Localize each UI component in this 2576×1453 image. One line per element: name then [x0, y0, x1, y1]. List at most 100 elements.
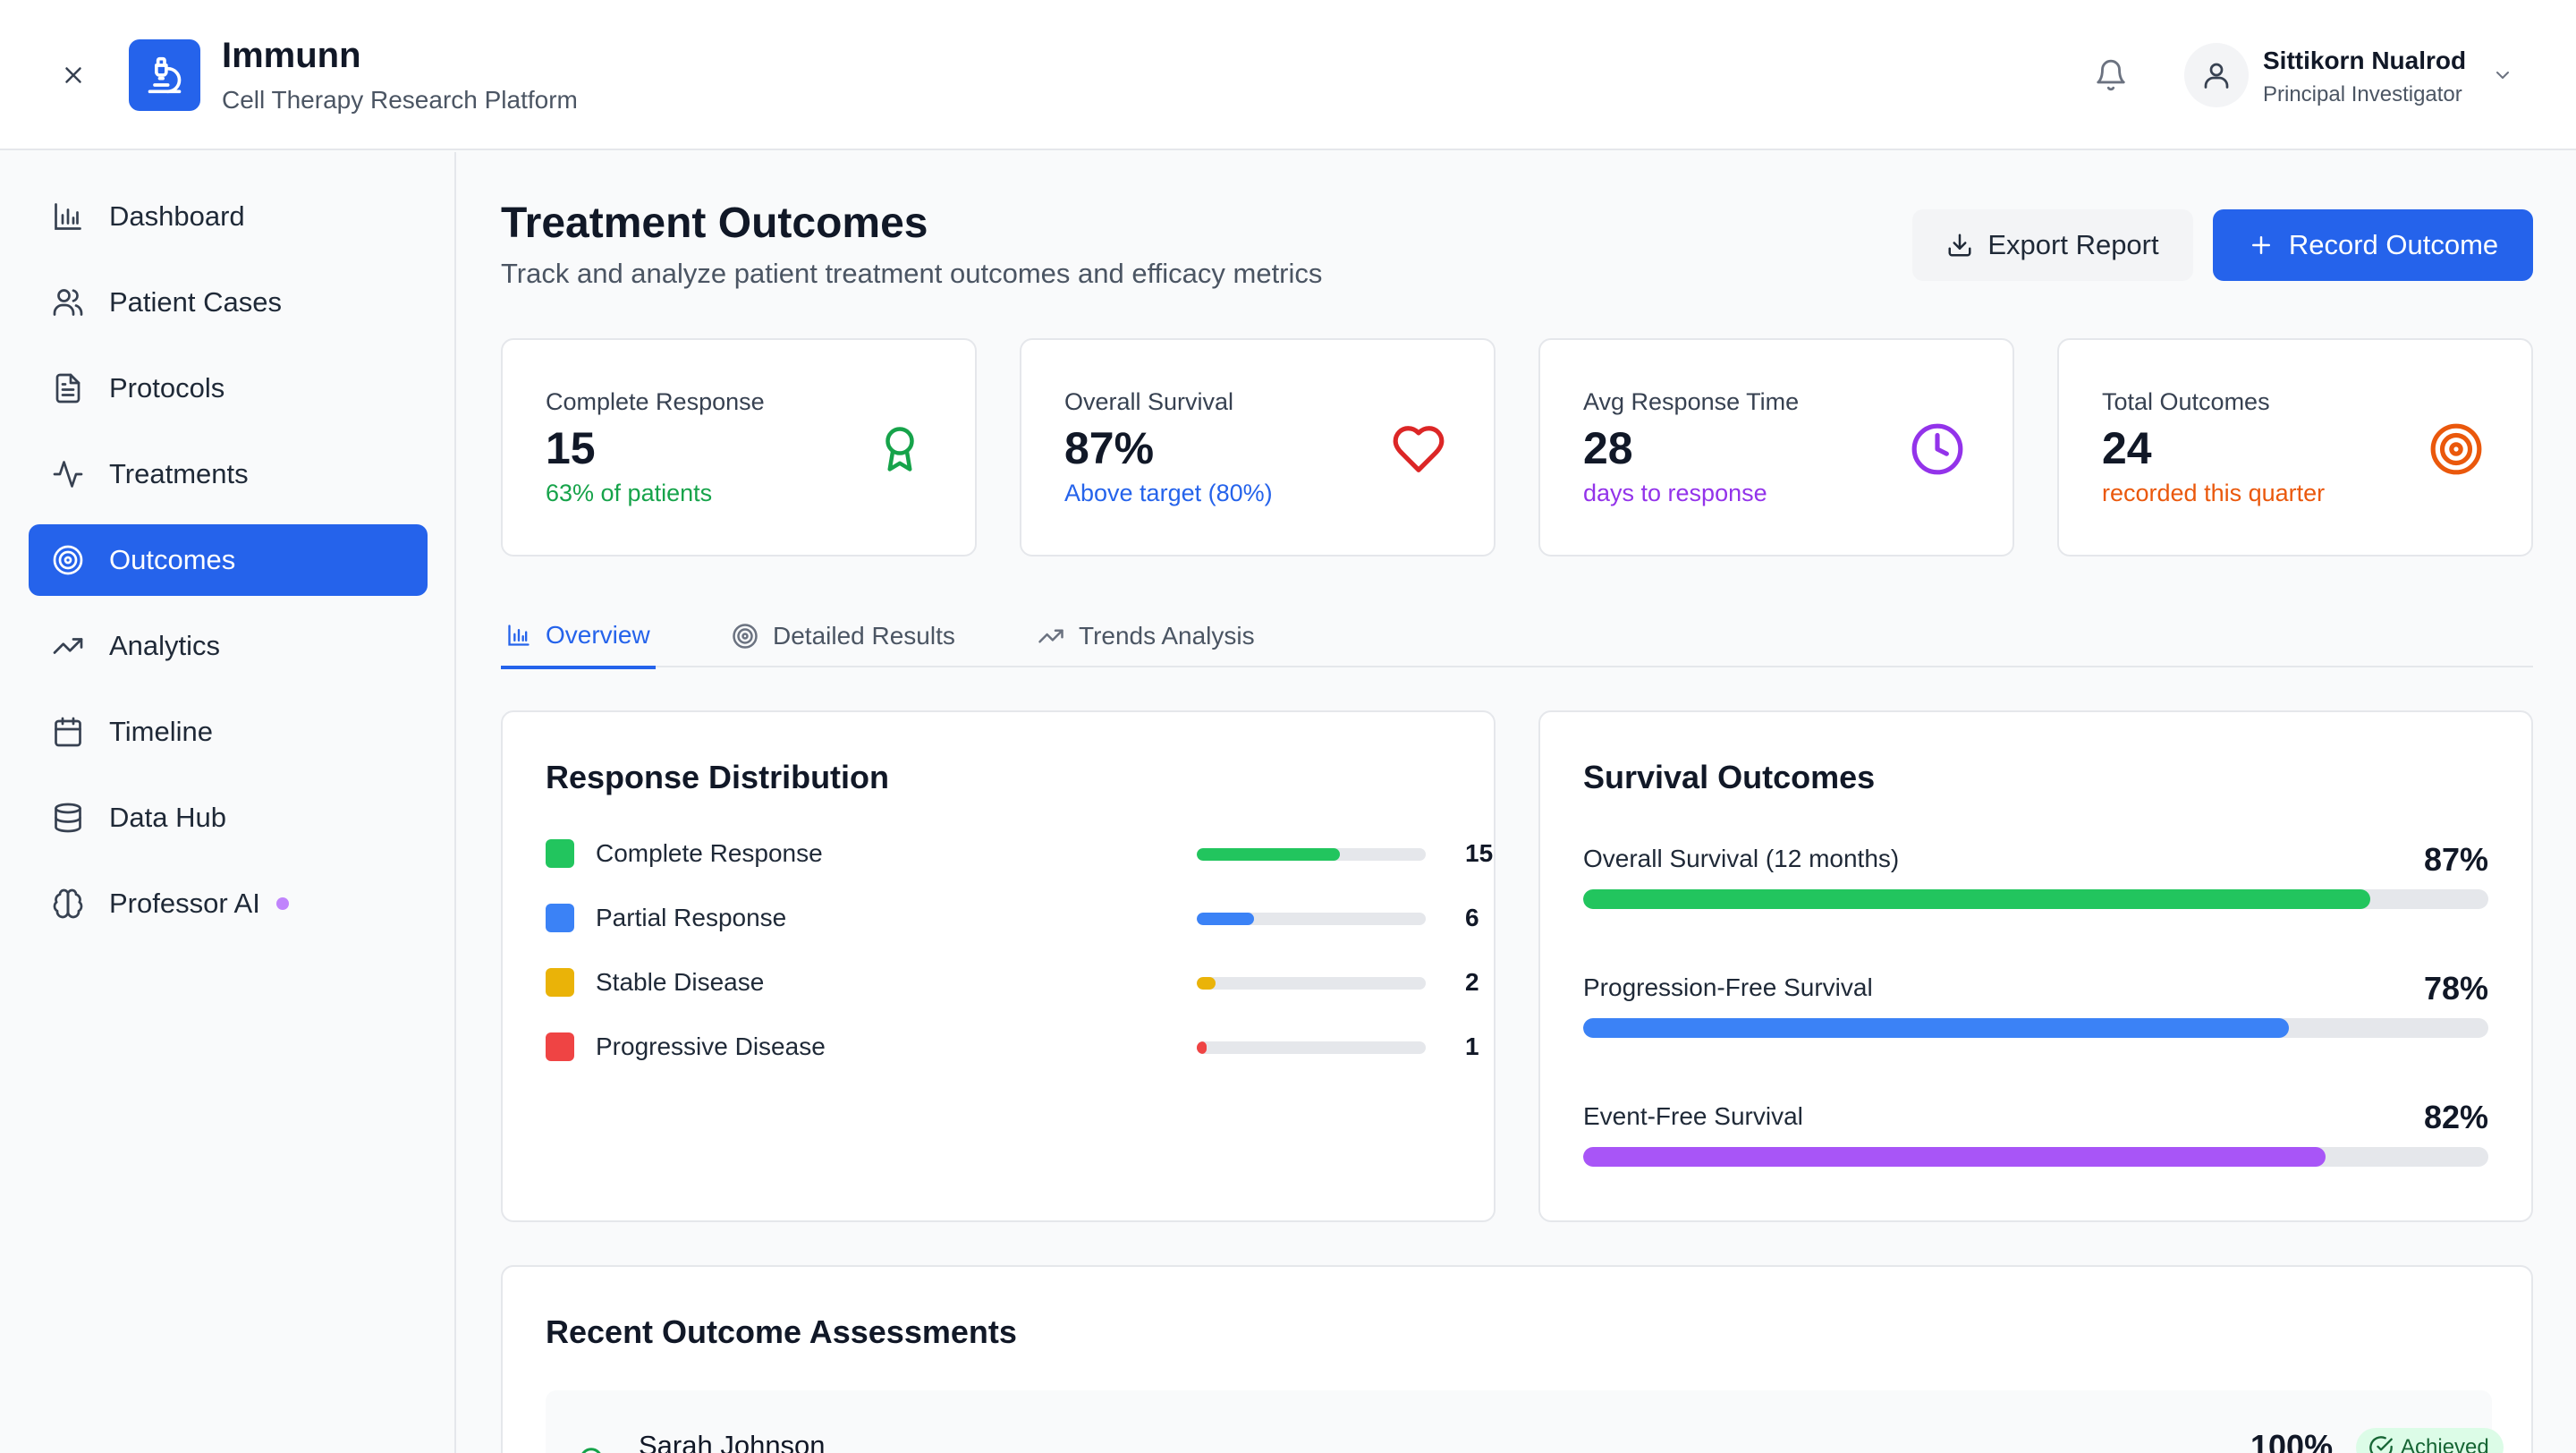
check-circle-icon: [2369, 1436, 2393, 1453]
bar-chart-icon: [508, 625, 530, 646]
sidebar-item-label: Protocols: [109, 372, 225, 404]
sidebar-item-data-hub[interactable]: Data Hub: [29, 782, 428, 854]
response-row-complete: Complete Response 15: [546, 836, 1493, 871]
sidebar-item-label: Patient Cases: [109, 286, 282, 318]
survival-label: Progression-Free Survival: [1583, 973, 1873, 1001]
survival-bar-fill: [1583, 889, 2371, 909]
bar-chart-icon: [50, 199, 86, 234]
sidebar-item-dashboard[interactable]: Dashboard: [29, 181, 428, 252]
stat-label: Complete Response: [546, 388, 765, 415]
microscope-icon: [148, 56, 182, 94]
sidebar-item-label: Analytics: [109, 630, 221, 661]
tab-detailed-results[interactable]: Detailed Results: [732, 605, 955, 667]
app-title: Immunn: [222, 36, 361, 75]
record-outcome-button[interactable]: Record Outcome: [2213, 209, 2533, 281]
tab-label: Trends Analysis: [1079, 622, 1255, 650]
avatar[interactable]: [2184, 43, 2249, 107]
activity-icon: [50, 456, 86, 492]
notifications-button[interactable]: [2089, 54, 2132, 97]
sidebar-item-patient-cases[interactable]: Patient Cases: [29, 267, 428, 338]
response-row-progressive: Progressive Disease 1: [546, 1029, 1479, 1065]
response-bar-track: [1197, 913, 1426, 925]
response-count: 15: [1465, 839, 1494, 867]
survival-percent: 78%: [2423, 970, 2488, 1007]
sidebar-item-label: Dashboard: [109, 200, 245, 232]
response-bar-fill: [1197, 848, 1340, 861]
tab-overview[interactable]: Overview: [501, 605, 656, 669]
survival-label: Event-Free Survival: [1583, 1102, 1803, 1130]
page-subtitle: Track and analyze patient treatment outc…: [501, 258, 1323, 289]
record-outcome-label: Record Outcome: [2288, 229, 2499, 260]
response-bar-fill: [1197, 977, 1216, 990]
stat-card-avg-response-time: Avg Response Time 28 days to response: [1538, 338, 2014, 557]
stat-card-complete-response: Complete Response 15 63% of patients: [501, 338, 977, 557]
list-item[interactable]: Sarah Johnson 100% Achieved: [546, 1390, 2504, 1453]
export-report-label: Export Report: [1987, 229, 2159, 260]
survival-bar-fill: [1583, 1018, 2290, 1038]
survival-outcomes-panel: Survival Outcomes Overall Survival (12 m…: [1538, 710, 2533, 1222]
stat-note: days to response: [1583, 480, 1767, 506]
circle-status-icon: [581, 1448, 601, 1453]
recent-assessments-panel: Recent Outcome Assessments Sarah Johnson…: [501, 1265, 2533, 1453]
sidebar-item-label: Data Hub: [109, 802, 226, 833]
user-menu-toggle[interactable]: [2487, 59, 2519, 91]
response-count: 6: [1465, 904, 1479, 931]
stat-note: 63% of patients: [546, 480, 713, 506]
assessment-percent: 100%: [2250, 1428, 2334, 1453]
response-count: 2: [1465, 968, 1479, 996]
sidebar-item-label: Timeline: [109, 716, 213, 747]
tab-trends-analysis[interactable]: Trends Analysis: [1038, 605, 1255, 667]
close-sidebar-button[interactable]: [55, 57, 91, 93]
tab-label: Detailed Results: [773, 622, 955, 650]
export-report-button[interactable]: Export Report: [1912, 209, 2193, 281]
sidebar-item-timeline[interactable]: Timeline: [29, 696, 428, 768]
tab-label: Overview: [546, 621, 650, 649]
plus-icon: [2251, 236, 2270, 254]
sidebar-item-outcomes[interactable]: Outcomes: [29, 524, 428, 596]
users-icon: [50, 285, 86, 320]
survival-label: Overall Survival (12 months): [1583, 845, 1900, 872]
app-header: Immunn Cell Therapy Research Platform Si…: [0, 0, 2576, 150]
sidebar-item-label: Professor AI: [109, 888, 260, 919]
target-icon: [50, 542, 86, 578]
stat-label: Overall Survival: [1064, 388, 1234, 415]
survival-percent: 82%: [2423, 1099, 2488, 1135]
clock-icon: [1909, 421, 1966, 478]
sidebar-item-protocols[interactable]: Protocols: [29, 353, 428, 424]
trending-up-icon: [1038, 629, 1063, 643]
survival-bar-track: [1583, 1018, 2488, 1038]
app-subtitle: Cell Therapy Research Platform: [222, 86, 578, 114]
panel-title: Response Distribution: [546, 759, 890, 795]
panel-title: Survival Outcomes: [1583, 759, 1876, 795]
sidebar: Dashboard Patient Cases Protocols Treatm…: [0, 152, 456, 1453]
response-row-partial: Partial Response 6: [546, 900, 1479, 936]
legend-swatch: [546, 839, 574, 868]
sidebar-item-analytics[interactable]: Analytics: [29, 610, 428, 682]
heart-icon: [1390, 421, 1447, 478]
sidebar-item-treatments[interactable]: Treatments: [29, 438, 428, 510]
user-icon: [2204, 63, 2229, 89]
chevron-down-icon: [2496, 72, 2509, 79]
award-icon: [871, 421, 928, 478]
response-label: Progressive Disease: [596, 1032, 826, 1060]
trending-up-icon: [50, 628, 86, 664]
target-icon: [733, 624, 758, 649]
legend-swatch: [546, 904, 574, 932]
stat-value: 24: [2102, 423, 2152, 473]
bell-icon: [2097, 59, 2125, 91]
brain-icon: [50, 886, 86, 922]
response-bar-fill: [1197, 1041, 1207, 1054]
stat-value: 87%: [1064, 423, 1155, 473]
survival-bar-fill: [1583, 1147, 2326, 1167]
survival-row-progression-free: Progression-Free Survival 78%: [1583, 970, 2488, 1063]
target-icon: [2428, 421, 2485, 478]
response-bar-fill: [1197, 913, 1254, 925]
close-icon: [65, 67, 81, 83]
user-name: Sittikorn Nualrod: [2263, 47, 2467, 74]
app-logo: [129, 39, 200, 111]
document-icon: [50, 370, 86, 406]
user-role: Principal Investigator: [2263, 82, 2462, 106]
new-indicator-dot: [275, 897, 289, 910]
sidebar-item-professor-ai[interactable]: Professor AI: [29, 868, 428, 939]
stat-label: Avg Response Time: [1583, 388, 1800, 415]
